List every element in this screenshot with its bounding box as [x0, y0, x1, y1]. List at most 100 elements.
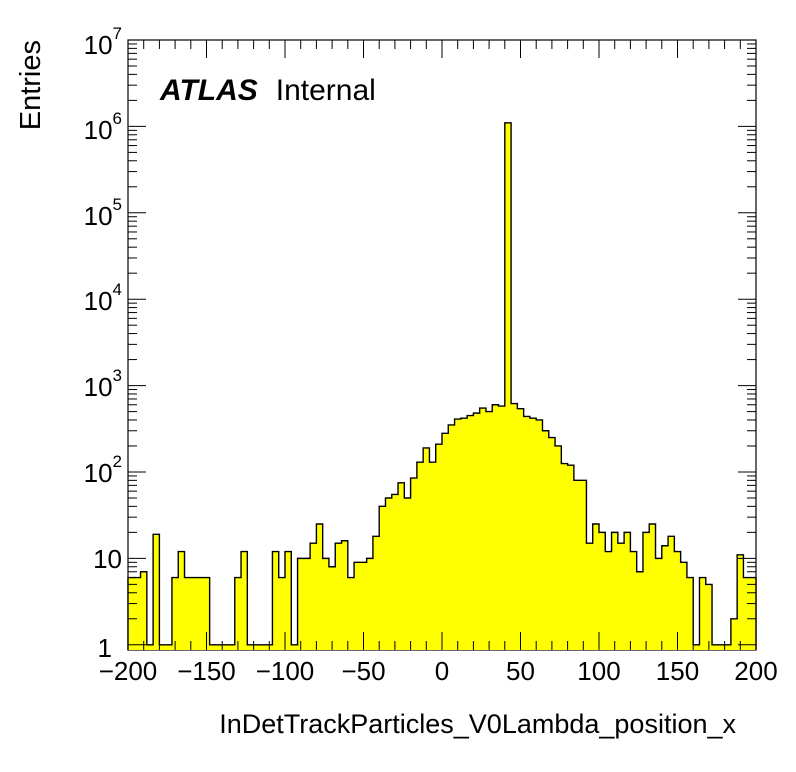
- histogram-bin: [712, 644, 719, 650]
- histogram-bin: [680, 562, 688, 650]
- histogram-bin: [448, 424, 455, 650]
- histogram-bin: [423, 447, 430, 650]
- atlas-status: Internal: [276, 74, 376, 107]
- histogram-bin: [649, 524, 656, 650]
- histogram-bin: [391, 494, 399, 650]
- atlas-experiment: ATLAS: [159, 74, 258, 107]
- histogram-bin: [442, 433, 449, 650]
- histogram-bin: [523, 416, 531, 650]
- histogram-bin: [297, 558, 305, 650]
- histogram-bin: [291, 644, 298, 650]
- y-tick-labels: 1 10 102 103 104 105 106 107: [84, 24, 122, 662]
- histogram-bin: [529, 418, 537, 650]
- histogram-bin: [699, 577, 707, 650]
- histogram-bin: [536, 419, 543, 650]
- histogram-bin: [737, 554, 744, 650]
- histogram-bin: [372, 536, 380, 650]
- y-tick-label-1e6: 106: [84, 109, 122, 144]
- y-tick-base: 10: [84, 115, 113, 145]
- histogram-bin: [241, 551, 248, 650]
- histogram-bin: [724, 644, 732, 650]
- histogram-bin: [360, 562, 367, 650]
- histogram-bin: [140, 571, 148, 650]
- histogram-bin: [454, 419, 462, 650]
- y-tick-label-1: 1: [98, 633, 112, 663]
- histogram-bin: [599, 532, 606, 650]
- y-tick-exp: 7: [113, 24, 122, 43]
- histogram-bin: [215, 644, 223, 650]
- histogram-bin: [379, 506, 386, 650]
- histogram-bin: [272, 551, 280, 650]
- histogram-bin: [573, 480, 581, 650]
- atlas-label: ATLAS Internal: [159, 74, 376, 107]
- histogram-bin: [354, 562, 361, 650]
- histogram-bin: [705, 584, 713, 650]
- y-tick-label-10: 10: [93, 544, 122, 574]
- histogram-bin: [404, 497, 411, 650]
- x-tick-label: 150: [656, 656, 699, 686]
- histogram-bin: [259, 644, 267, 650]
- histogram-bin: [247, 644, 254, 650]
- histogram-bin: [178, 551, 185, 650]
- histogram-bin: [165, 644, 173, 650]
- histogram-bin: [128, 577, 135, 650]
- histogram-bin: [253, 644, 261, 650]
- histogram-bars: [127, 122, 757, 650]
- histogram-bin: [624, 532, 631, 650]
- histogram-bin: [492, 404, 499, 650]
- y-tick-exp: 5: [113, 195, 122, 214]
- x-tick-label: 0: [435, 656, 449, 686]
- y-tick-exp: 6: [113, 109, 122, 128]
- histogram-bin: [718, 644, 725, 650]
- y-tick-exp: 2: [113, 452, 122, 471]
- y-tick-exp: 4: [113, 280, 122, 299]
- histogram-bin: [661, 545, 669, 650]
- histogram-bin: [467, 415, 474, 650]
- histogram-bin: [542, 430, 550, 650]
- x-tick-labels: −200 −150 −100 −50 0 50 100 150 200: [99, 656, 778, 686]
- histogram-bin: [190, 577, 198, 650]
- histogram-bin: [416, 462, 424, 650]
- histogram-bin: [592, 524, 600, 650]
- histogram-bin: [146, 644, 154, 650]
- y-tick-base: 10: [84, 286, 113, 316]
- histogram-bin: [517, 408, 524, 650]
- histogram-bin: [561, 463, 568, 650]
- y-tick-label-1e2: 102: [84, 452, 122, 487]
- histogram-bin: [686, 577, 694, 650]
- y-tick-base: 10: [84, 201, 113, 231]
- histogram-bin: [743, 577, 751, 650]
- histogram-bin: [749, 577, 757, 650]
- x-axis-label: InDetTrackParticles_V0Lambda_position_x: [219, 709, 736, 739]
- histogram-bin: [310, 543, 317, 650]
- histogram-bin: [335, 543, 342, 650]
- y-tick-base: 10: [84, 372, 113, 402]
- y-tick-exp: 3: [113, 366, 122, 385]
- histogram-bin: [693, 644, 700, 650]
- histogram-bin: [429, 462, 437, 650]
- histogram-bin: [630, 551, 637, 650]
- histogram-bin: [460, 418, 468, 650]
- x-tick-label: −200: [99, 656, 158, 686]
- histogram-bin: [586, 543, 594, 650]
- histogram-bin: [473, 413, 480, 650]
- y-tick-base: 10: [84, 458, 113, 488]
- histogram-bin: [285, 551, 292, 650]
- histogram-bin: [636, 571, 644, 650]
- x-tick-label: 200: [734, 656, 777, 686]
- x-tick-label: −50: [341, 656, 385, 686]
- histogram-bin: [605, 551, 612, 650]
- histogram-bin: [159, 644, 166, 650]
- histogram-bin: [674, 551, 681, 650]
- histogram-bin: [385, 497, 393, 650]
- histogram-bin: [278, 577, 286, 650]
- histogram-bin: [197, 577, 204, 650]
- histogram-bin: [668, 536, 675, 650]
- x-tick-label: 100: [577, 656, 620, 686]
- histogram-bin: [366, 558, 374, 650]
- histogram-bin: [184, 577, 192, 650]
- histogram-bin: [410, 478, 418, 650]
- histogram-bin: [234, 577, 242, 650]
- histogram-bin: [611, 532, 619, 650]
